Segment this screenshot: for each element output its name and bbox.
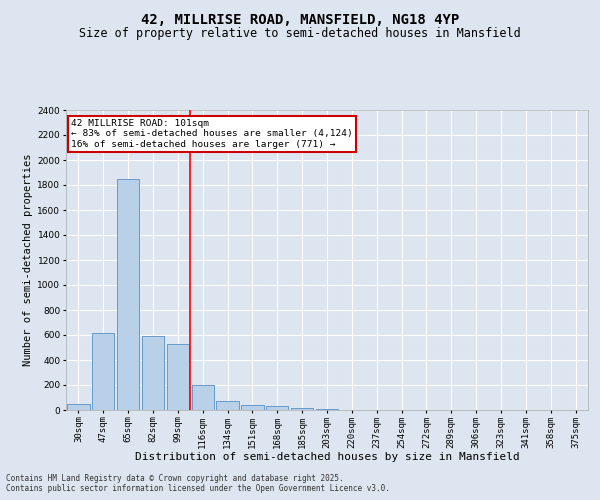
Text: 42 MILLRISE ROAD: 101sqm
← 83% of semi-detached houses are smaller (4,124)
16% o: 42 MILLRISE ROAD: 101sqm ← 83% of semi-d…	[71, 119, 353, 149]
Bar	[291, 408, 313, 410]
Text: Contains public sector information licensed under the Open Government Licence v3: Contains public sector information licen…	[6, 484, 390, 493]
Bar	[241, 405, 263, 410]
Bar	[142, 336, 164, 410]
Bar	[167, 344, 189, 410]
Bar	[92, 332, 115, 410]
Bar	[191, 385, 214, 410]
X-axis label: Distribution of semi-detached houses by size in Mansfield: Distribution of semi-detached houses by …	[134, 452, 520, 462]
Y-axis label: Number of semi-detached properties: Number of semi-detached properties	[23, 154, 33, 366]
Bar	[117, 179, 139, 410]
Bar	[217, 401, 239, 410]
Text: Contains HM Land Registry data © Crown copyright and database right 2025.: Contains HM Land Registry data © Crown c…	[6, 474, 344, 483]
Bar	[266, 406, 289, 410]
Text: 42, MILLRISE ROAD, MANSFIELD, NG18 4YP: 42, MILLRISE ROAD, MANSFIELD, NG18 4YP	[141, 12, 459, 26]
Bar	[67, 404, 89, 410]
Text: Size of property relative to semi-detached houses in Mansfield: Size of property relative to semi-detach…	[79, 28, 521, 40]
